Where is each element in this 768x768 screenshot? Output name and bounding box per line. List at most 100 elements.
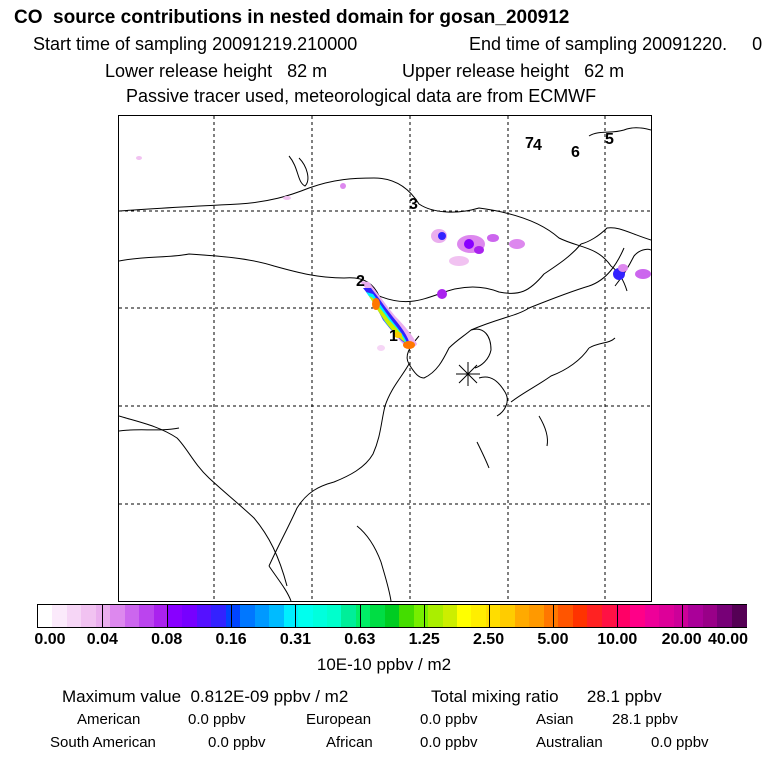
region-value-european: 0.0 ppbv [420,711,478,728]
colorbar-swatch [196,605,212,627]
point-label-6: 6 [571,144,580,161]
colorbar-divider [552,605,554,627]
colorbar-swatch [514,605,530,627]
region-name-european: European [306,711,372,728]
lower-release-height: Lower release height 82 m [105,61,328,81]
colorbar-swatch [601,605,617,627]
colorbar [37,604,747,628]
point-label-1: 1 [389,328,398,345]
colorbar-swatch [457,605,473,627]
colorbar-unit: 10E-10 ppbv / m2 [316,655,452,674]
colorbar-divider [681,605,683,627]
colorbar-swatch [254,605,270,627]
colorbar-swatch [341,605,357,627]
colorbar-swatch [81,605,97,627]
colorbar-tick-label: 2.50 [472,631,505,648]
colorbar-swatch [52,605,68,627]
start-time-label: Start time of sampling 20091219.210000 [33,34,358,54]
colorbar-swatch [587,605,603,627]
colorbar-tick-label: 0.00 [34,631,66,648]
lat-lon-grid [119,116,651,601]
colorbar-swatch [370,605,386,627]
region-value-african: 0.0 ppbv [420,734,478,751]
map-plot: 1 2 3 4 5 6 7 [118,115,652,602]
colorbar-swatch [442,605,458,627]
colorbar-swatch [615,605,631,627]
colorbar-tick-label: 0.08 [151,631,183,648]
point-label-3: 3 [409,196,418,213]
colorbar-swatch [168,605,184,627]
colorbar-swatch [399,605,415,627]
colorbar-swatch [558,605,574,627]
colorbar-swatch [659,605,675,627]
colorbar-swatch [500,605,516,627]
region-name-american: American [77,711,141,728]
colorbar-divider [231,605,233,627]
colorbar-divider [102,605,104,627]
colorbar-divider [488,605,490,627]
region-name-asian: Asian [536,711,574,728]
colorbar-swatch [572,605,588,627]
region-value-asian: 28.1 ppbv [612,711,678,728]
colorbar-swatch [240,605,256,627]
colorbar-swatch [543,605,559,627]
colorbar-swatch [124,605,140,627]
colorbar-swatch [283,605,299,627]
region-name-south-american: South American [50,734,156,751]
colorbar-tick-label: 0.04 [86,631,118,648]
colorbar-swatch [312,605,328,627]
point-label-2: 2 [356,273,365,290]
colorbar-swatch [702,605,718,627]
colorbar-swatch [66,605,82,627]
receptor-star-marker [456,362,480,386]
chart-title: CO source contributions in nested domain… [14,7,570,28]
colorbar-swatch [153,605,169,627]
colorbar-divider [424,605,426,627]
concentration-field [136,156,651,351]
region-name-australian: Australian [536,734,603,751]
point-label-7: 7 [525,135,534,152]
point-label-5: 5 [605,131,614,148]
colorbar-swatch [673,605,689,627]
colorbar-swatch [471,605,487,627]
colorbar-swatch [688,605,704,627]
colorbar-divider [295,605,297,627]
colorbar-tick-label: 0.16 [215,631,247,648]
map-canvas: 1 2 3 4 5 6 7 [119,116,651,601]
colorbar-swatch [384,605,400,627]
upper-release-height: Upper release height 62 m [402,61,625,81]
colorbar-swatch [529,605,545,627]
region-name-african: African [326,734,373,751]
colorbar-swatch [298,605,314,627]
colorbar-tick-label: 10.00 [597,631,638,648]
colorbar-swatch [717,605,733,627]
end-time-label: End time of sampling 20091220. 0 [469,34,763,54]
colorbar-tick-label: 20.00 [661,631,702,648]
region-value-american: 0.0 ppbv [188,711,246,728]
colorbar-swatch [211,605,227,627]
coastlines [119,127,651,601]
colorbar-tick-label: 0.63 [344,631,376,648]
colorbar-swatch [644,605,660,627]
colorbar-swatch [269,605,285,627]
colorbar-swatch [139,605,155,627]
colorbar-swatch [110,605,126,627]
total-mixing-ratio-text: Total mixing ratio 28.1 ppbv [431,687,662,706]
colorbar-divider [617,605,619,627]
colorbar-swatch [630,605,646,627]
region-value-australian: 0.0 ppbv [651,734,709,751]
colorbar-swatch [38,605,54,627]
colorbar-swatch [225,605,241,627]
colorbar-swatch [326,605,343,627]
colorbar-swatch [413,605,429,627]
region-value-south-american: 0.0 ppbv [208,734,266,751]
colorbar-tick-label: 5.00 [537,631,569,648]
tracer-note: Passive tracer used, meteorological data… [126,86,597,106]
point-label-4: 4 [533,137,542,154]
colorbar-divider [359,605,361,627]
colorbar-swatch [355,605,371,627]
colorbar-tick-label: 40.00 [707,631,749,648]
colorbar-swatch [182,605,198,627]
colorbar-divider [166,605,168,627]
colorbar-tick-label: 0.31 [279,631,312,648]
